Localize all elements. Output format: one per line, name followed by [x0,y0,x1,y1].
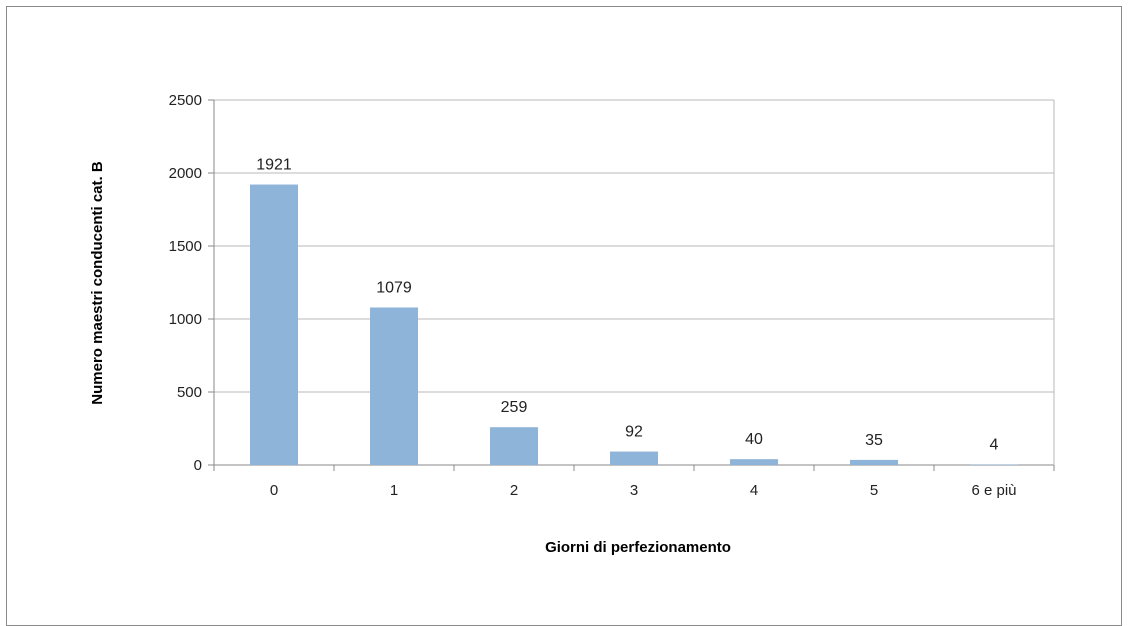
bar-value-label: 1079 [376,279,412,296]
bar-value-label: 259 [501,399,528,416]
bar [250,184,298,465]
x-tick-label: 1 [390,482,398,499]
y-tick-labels: 0 500 1000 1500 2000 2500 [169,92,202,474]
y-axis-title: Numero maestri conducenti cat. B [89,161,106,405]
y-tick-label: 1000 [169,311,202,328]
bar-value-label: 35 [865,432,883,449]
bar-value-label: 92 [625,424,643,441]
bar-value-label: 1921 [256,157,292,174]
y-tick-label: 2000 [169,165,202,182]
gridlines [214,99,1055,466]
x-tick-label: 4 [750,482,758,499]
bars [250,184,1018,465]
y-tick-label: 500 [177,384,202,401]
x-tick-labels: 0 1 2 3 4 5 6 e più [270,482,1017,499]
bar [850,459,898,465]
y-tick-label: 0 [194,457,202,474]
bar-value-label: 4 [990,436,999,453]
x-tick-label: 2 [510,482,518,499]
x-tick-label: 0 [270,482,278,499]
bar [370,307,418,465]
x-tick-label: 6 e più [971,482,1016,499]
axes [208,99,1055,471]
x-axis-title: Giorni di perfezionamento [545,539,731,556]
data-labels: 1921 1079 259 92 40 35 4 [256,157,998,454]
bar [490,427,538,465]
y-tick-label: 2500 [169,92,202,109]
bar-value-label: 40 [745,431,763,448]
bar [610,451,658,465]
bar [730,459,778,465]
y-tick-label: 1500 [169,238,202,255]
chart-frame [6,6,1122,626]
x-tick-label: 5 [870,482,878,499]
bar [970,464,1018,465]
x-tick-label: 3 [630,482,638,499]
